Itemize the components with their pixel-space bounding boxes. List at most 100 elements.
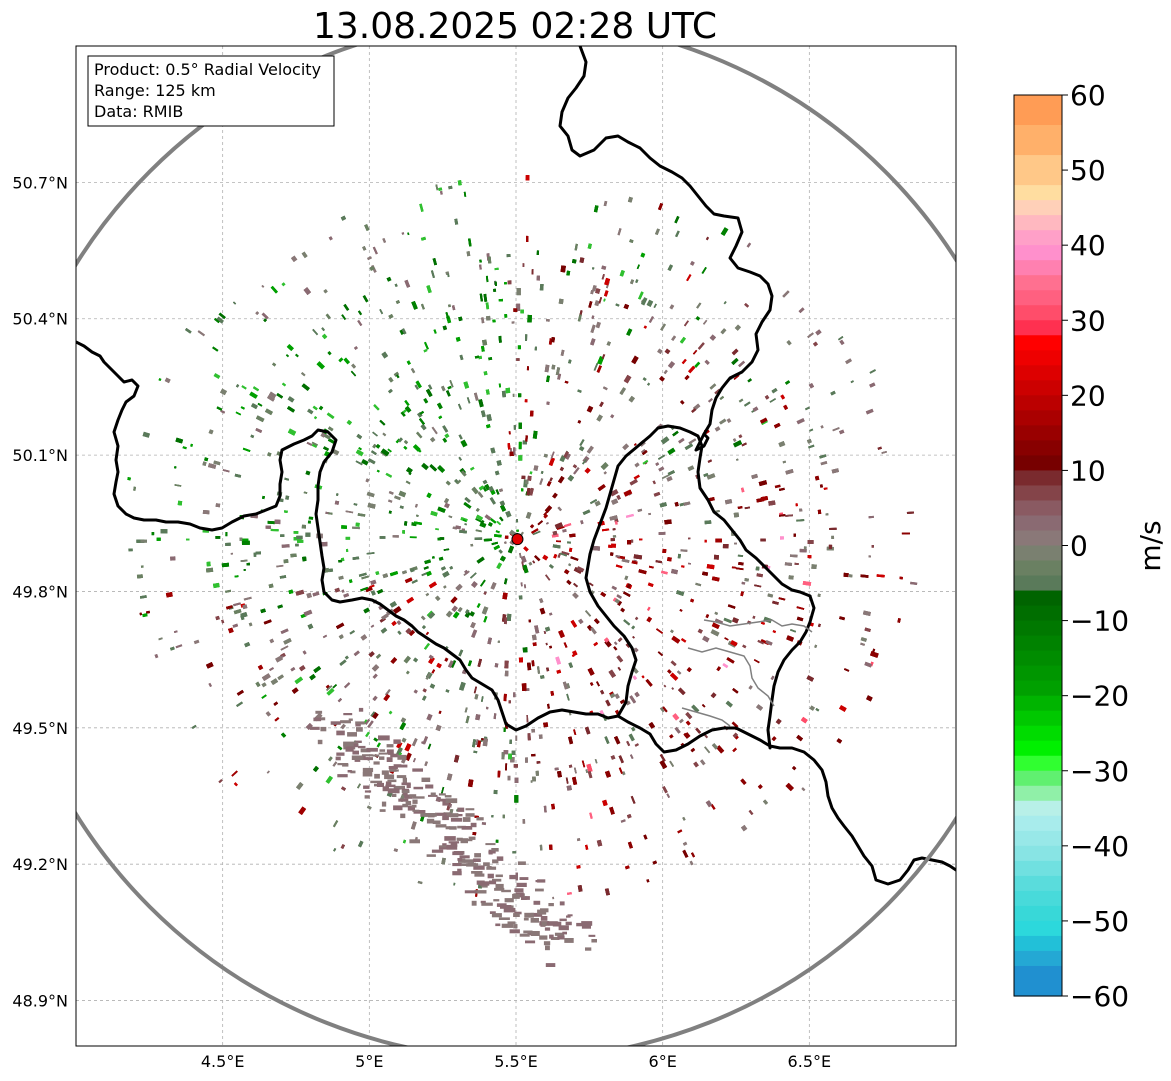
echo-gate — [343, 357, 350, 365]
echo-gate — [467, 862, 476, 866]
echo-gate — [490, 489, 496, 495]
echo-gate — [498, 298, 503, 302]
echo-gate — [446, 773, 453, 781]
echo-gate — [518, 595, 523, 600]
echo-gate — [532, 430, 538, 439]
echo-gate — [305, 723, 313, 730]
echo-gate — [552, 492, 558, 499]
echo-gate — [869, 369, 876, 374]
echo-gate — [567, 892, 572, 895]
echo-gate — [372, 695, 378, 702]
echo-gate — [568, 662, 574, 669]
echo-gate — [457, 180, 462, 186]
echo-gate — [547, 703, 550, 709]
echo-gate — [480, 696, 484, 702]
echo-gate — [771, 736, 777, 742]
colorbar-band — [1014, 920, 1062, 937]
echo-gate — [686, 274, 692, 282]
echo-gate — [683, 501, 691, 506]
echo-gate — [394, 283, 398, 287]
echo-gate — [525, 235, 529, 242]
echo-gate — [482, 479, 488, 485]
echo-gate — [374, 773, 380, 779]
colorbar-band — [1014, 125, 1062, 156]
echo-gate — [667, 557, 672, 562]
echo-gate — [396, 374, 400, 379]
echo-gate — [405, 628, 412, 635]
echo-gate — [487, 256, 492, 264]
echo-gate — [220, 388, 227, 396]
echo-gate — [682, 816, 686, 821]
echo-gate — [381, 801, 387, 807]
echo-gate — [490, 582, 497, 590]
echo-gate — [509, 739, 512, 744]
echo-gate — [631, 539, 634, 543]
echo-gate — [445, 480, 451, 486]
echo-gate — [529, 487, 534, 496]
echo-gate — [483, 616, 488, 623]
colorbar-band — [1014, 935, 1062, 952]
echo-gate — [608, 544, 613, 548]
echo-gate — [660, 436, 670, 445]
colorbar-band — [1014, 380, 1062, 396]
echo-gate — [559, 552, 568, 557]
border-luxembourg — [584, 424, 812, 718]
echo-gate — [495, 839, 499, 843]
echo-gate — [222, 469, 230, 473]
echo-gate — [373, 737, 379, 742]
echo-gate — [377, 589, 384, 594]
echo-gate — [568, 547, 573, 553]
echo-gate — [444, 657, 449, 662]
echo-gate — [407, 805, 415, 811]
echo-gate — [214, 318, 220, 324]
echo-gate — [356, 433, 363, 440]
echo-gate — [581, 760, 586, 768]
echo-gate — [638, 291, 644, 300]
echo-gate — [347, 770, 352, 773]
echo-gate — [464, 611, 471, 618]
echo-gate — [593, 641, 599, 647]
echo-gate — [388, 388, 393, 394]
echo-gate — [464, 496, 471, 503]
echo-gate — [491, 913, 502, 918]
echo-gate — [225, 589, 232, 593]
echo-gate — [772, 600, 779, 605]
echo-gate — [543, 630, 547, 634]
echo-gate — [503, 727, 506, 732]
echo-gate — [268, 583, 274, 589]
echo-gate — [127, 477, 131, 481]
echo-gate — [404, 279, 411, 288]
echo-gate — [666, 793, 670, 798]
echo-gate — [647, 582, 654, 587]
echo-gate — [504, 535, 509, 539]
echo-gate — [571, 654, 575, 658]
echo-gate — [786, 340, 792, 346]
echo-gate — [603, 637, 610, 643]
echo-gate — [494, 267, 499, 271]
echo-gate — [435, 724, 442, 732]
echo-gate — [422, 736, 428, 745]
echo-gate — [358, 572, 367, 577]
echo-gate — [438, 793, 446, 796]
colorbar-band — [1014, 680, 1062, 697]
echo-gate — [499, 488, 504, 493]
echo-gate — [386, 276, 392, 282]
echo-gate — [387, 779, 397, 783]
echo-gate — [298, 806, 307, 815]
echo-gate — [733, 440, 743, 448]
echo-gate — [614, 520, 618, 525]
echo-gate — [151, 532, 155, 536]
echo-gate — [411, 579, 418, 584]
echo-gate — [667, 361, 676, 369]
echo-gate — [545, 626, 551, 632]
echo-gate — [803, 546, 807, 550]
echo-gate — [290, 553, 297, 558]
echo-gate — [664, 519, 672, 525]
echo-gate — [534, 625, 540, 634]
echo-gate — [756, 704, 764, 711]
echo-gate — [362, 772, 373, 777]
echo-gate — [536, 275, 541, 281]
echo-gate — [504, 670, 509, 677]
echo-gate — [478, 399, 484, 408]
echo-gate — [303, 609, 313, 617]
